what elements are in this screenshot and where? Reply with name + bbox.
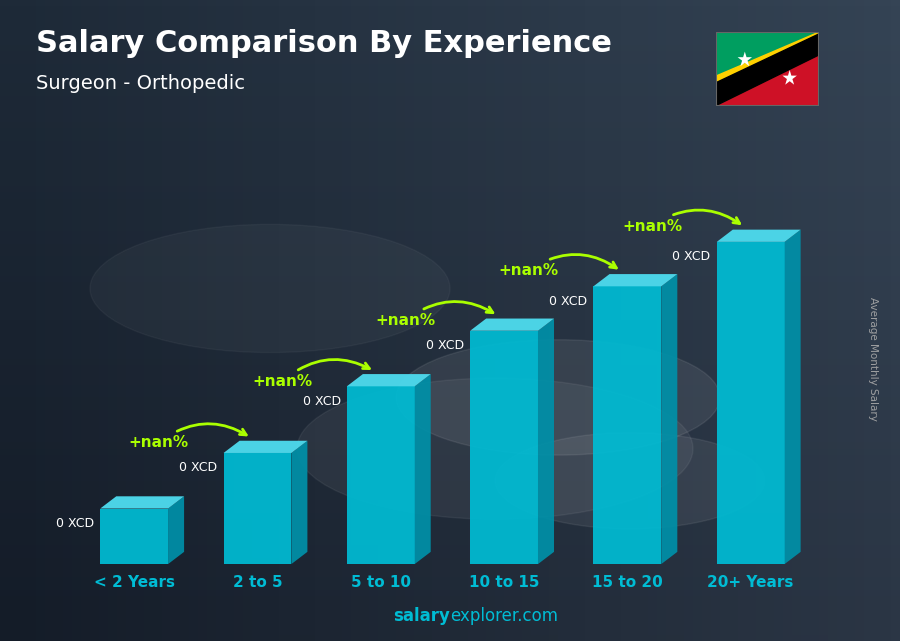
FancyBboxPatch shape — [593, 287, 662, 564]
FancyBboxPatch shape — [346, 387, 415, 564]
Text: +nan%: +nan% — [622, 210, 740, 233]
Polygon shape — [716, 34, 819, 106]
Polygon shape — [346, 374, 431, 387]
Text: Average Monthly Salary: Average Monthly Salary — [868, 297, 878, 421]
FancyBboxPatch shape — [223, 453, 292, 564]
Polygon shape — [716, 32, 819, 83]
Polygon shape — [470, 319, 554, 331]
Polygon shape — [662, 274, 678, 564]
Text: 0 XCD: 0 XCD — [179, 462, 218, 474]
Text: Surgeon - Orthopedic: Surgeon - Orthopedic — [36, 74, 245, 93]
Polygon shape — [538, 319, 554, 564]
Text: +nan%: +nan% — [499, 254, 616, 278]
Ellipse shape — [297, 378, 693, 519]
FancyBboxPatch shape — [716, 242, 785, 564]
Text: Salary Comparison By Experience: Salary Comparison By Experience — [36, 29, 612, 58]
Polygon shape — [785, 229, 801, 564]
Ellipse shape — [396, 340, 720, 455]
FancyBboxPatch shape — [470, 331, 538, 564]
Polygon shape — [593, 274, 678, 287]
Polygon shape — [738, 51, 752, 66]
Text: explorer.com: explorer.com — [450, 607, 558, 625]
Polygon shape — [223, 441, 308, 453]
Text: 0 XCD: 0 XCD — [672, 250, 711, 263]
Text: 0 XCD: 0 XCD — [549, 295, 588, 308]
FancyBboxPatch shape — [100, 508, 168, 564]
Text: 0 XCD: 0 XCD — [426, 339, 464, 352]
Polygon shape — [782, 70, 796, 85]
Text: 0 XCD: 0 XCD — [56, 517, 94, 530]
Text: +nan%: +nan% — [129, 424, 247, 450]
Polygon shape — [168, 496, 184, 564]
Polygon shape — [716, 55, 819, 106]
Text: salary: salary — [393, 607, 450, 625]
Text: +nan%: +nan% — [252, 360, 369, 389]
Text: +nan%: +nan% — [375, 301, 493, 328]
Ellipse shape — [495, 433, 765, 529]
Polygon shape — [292, 441, 308, 564]
Polygon shape — [716, 229, 801, 242]
Text: 0 XCD: 0 XCD — [302, 395, 341, 408]
Polygon shape — [415, 374, 431, 564]
Polygon shape — [100, 496, 184, 508]
